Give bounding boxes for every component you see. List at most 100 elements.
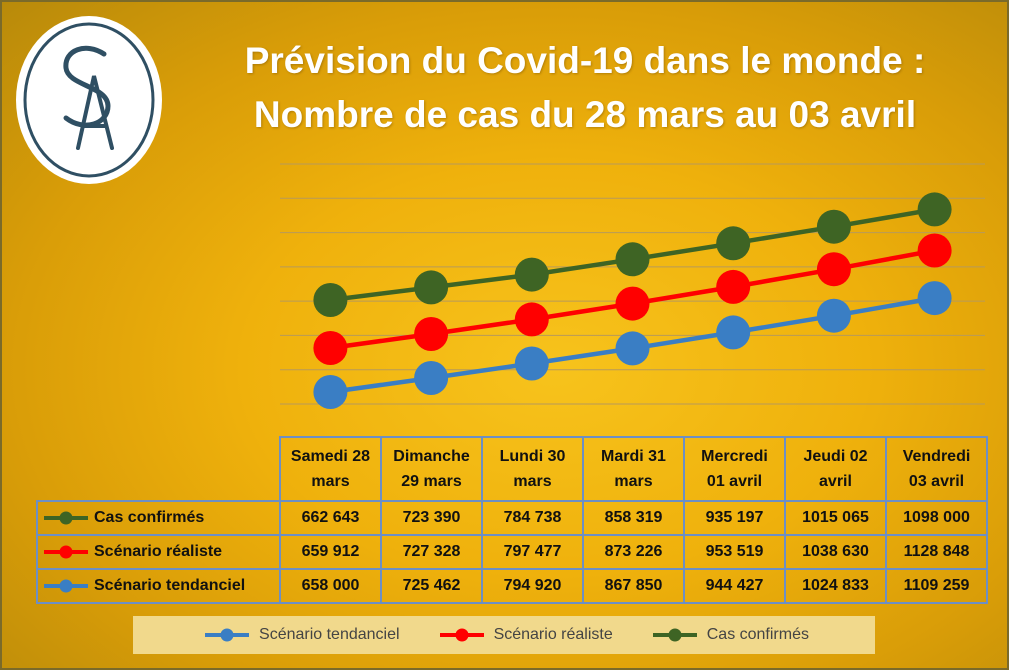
legend-item-scenario-realiste: Scénario réaliste (434, 626, 613, 644)
series-name: Cas confirmés (94, 509, 205, 526)
table-value-cell: 658 000 (279, 568, 382, 604)
table-row-scenario-tendanciel: Scénario tendanciel 658 000 725 462 794 920… (36, 568, 988, 604)
category-label-line: 03 avril (908, 473, 965, 490)
series-name: Scénario réaliste (94, 543, 223, 560)
table-value-cell: 662 643 (279, 500, 382, 536)
chart-legend: Scénario tendanciel Scénario réaliste Cas … (133, 616, 875, 654)
category-label-line: Jeudi 02 (803, 448, 868, 465)
category-label-line: 29 mars (401, 473, 462, 490)
table-value-cell: 784 738 (481, 500, 584, 536)
legend-label: Cas confirmés (706, 626, 809, 643)
data-point-scenario-realiste (615, 286, 650, 321)
category-label-line: mars (614, 473, 653, 490)
category-label-line: avril (819, 473, 852, 490)
data-point-scenario-tendanciel (917, 281, 952, 316)
legend-key-icon (652, 628, 697, 642)
category-label-line: mars (311, 473, 350, 490)
table-value-cell: 659 912 (279, 534, 382, 570)
data-point-cas-confirmes (514, 257, 549, 292)
data-point-scenario-tendanciel (816, 298, 851, 333)
category-label-line: Mardi 31 (601, 448, 666, 465)
table-category-header: Dimanche 29 mars (380, 436, 483, 502)
chart-data-table: Samedi 28 mars Dimanche 29 mars Lundi 30 mars… (36, 436, 988, 604)
data-point-scenario-realiste (816, 252, 851, 287)
table-category-header: Mardi 31 mars (582, 436, 685, 502)
table-value-cell: 944 427 (683, 568, 786, 604)
title-line-2: Nombre de cas du 28 mars au 03 avril (253, 94, 917, 135)
data-point-cas-confirmes (615, 242, 650, 277)
data-point-scenario-tendanciel (716, 315, 751, 350)
table-value-cell: 797 477 (481, 534, 584, 570)
table-value-cell: 873 226 (582, 534, 685, 570)
logo-graphic (23, 22, 155, 178)
legend-item-cas-confirmes: Cas confirmés (647, 626, 809, 644)
data-point-scenario-realiste (414, 317, 449, 351)
table-value-cell: 935 197 (683, 500, 786, 536)
legend-marker (455, 628, 469, 642)
table-category-header: Lundi 30 mars (481, 436, 584, 502)
chart-title: Prévision du Covid-19 dans le monde : No… (170, 34, 1000, 142)
legend-key-icon (205, 628, 250, 642)
table-value-cell: 867 850 (582, 568, 685, 604)
legend-marker (59, 579, 73, 593)
series-name: Scénario tendanciel (94, 577, 246, 594)
series-key-icon (44, 511, 88, 525)
series-name-cell: Cas confirmés (36, 500, 281, 536)
data-point-cas-confirmes (816, 209, 851, 244)
table-value-cell: 1038 630 (784, 534, 887, 570)
series-name-cell: Scénario réaliste (36, 534, 281, 570)
table-value-cell: 953 519 (683, 534, 786, 570)
legend-marker (59, 511, 73, 525)
data-point-scenario-realiste (917, 233, 952, 268)
data-point-scenario-tendanciel (514, 346, 549, 381)
data-point-cas-confirmes (917, 192, 952, 227)
table-value-cell: 725 462 (380, 568, 483, 604)
table-value-cell: 858 319 (582, 500, 685, 536)
legend-marker (59, 545, 73, 559)
title-line-1: Prévision du Covid-19 dans le monde : (244, 40, 926, 81)
table-value-cell: 727 328 (380, 534, 483, 570)
gridlines (280, 163, 985, 405)
table-row-scenario-realiste: Scénario réaliste 659 912 727 328 797 477 87… (36, 534, 988, 570)
category-label-line: mars (513, 473, 552, 490)
sa-monogram-logo (16, 16, 162, 184)
legend-marker (668, 628, 682, 642)
table-value-cell: 1024 833 (784, 568, 887, 604)
table-value-cell: 723 390 (380, 500, 483, 536)
data-point-cas-confirmes (716, 226, 751, 261)
legend-label: Scénario réaliste (493, 626, 613, 643)
data-point-scenario-realiste (716, 269, 751, 304)
table-value-cell: 1109 259 (885, 568, 988, 604)
table-category-header: Mercredi 01 avril (683, 436, 786, 502)
table-row-cas-confirmes: Cas confirmés 662 643 723 390 784 738 858 31… (36, 500, 988, 536)
data-point-scenario-realiste (514, 302, 549, 337)
table-header-row: Samedi 28 mars Dimanche 29 mars Lundi 30 mars… (37, 436, 988, 502)
table-category-header: Vendredi 03 avril (885, 436, 988, 502)
table-value-cell: 1015 065 (784, 500, 887, 536)
table-value-cell: 1128 848 (885, 534, 988, 570)
table-corner (37, 437, 281, 502)
legend-key-icon (439, 628, 484, 642)
category-label-line: 01 avril (706, 473, 763, 490)
category-label-line: Samedi 28 (290, 448, 371, 465)
data-point-scenario-tendanciel (414, 361, 449, 395)
category-label-line: Lundi 30 (499, 448, 566, 465)
category-label-line: Vendredi (902, 448, 971, 465)
data-point-scenario-tendanciel (615, 331, 650, 366)
series-name-cell: Scénario tendanciel (36, 568, 281, 604)
category-label-line: Mercredi (701, 448, 768, 465)
table-value-cell: 1098 000 (885, 500, 988, 536)
data-point-scenario-tendanciel (313, 375, 348, 409)
data-point-cas-confirmes (414, 270, 449, 305)
data-point-cas-confirmes (313, 283, 348, 317)
table-category-header: Samedi 28 mars (279, 436, 382, 502)
legend-label: Scénario tendanciel (259, 626, 400, 643)
category-label-line: Dimanche (393, 448, 470, 465)
table-category-header: Jeudi 02 avril (784, 436, 887, 502)
legend-item-scenario-tendanciel: Scénario tendanciel (199, 626, 400, 644)
data-point-scenario-realiste (313, 331, 348, 365)
table-value-cell: 794 920 (481, 568, 584, 604)
series-key-icon (44, 579, 88, 593)
series-layer (313, 192, 952, 409)
